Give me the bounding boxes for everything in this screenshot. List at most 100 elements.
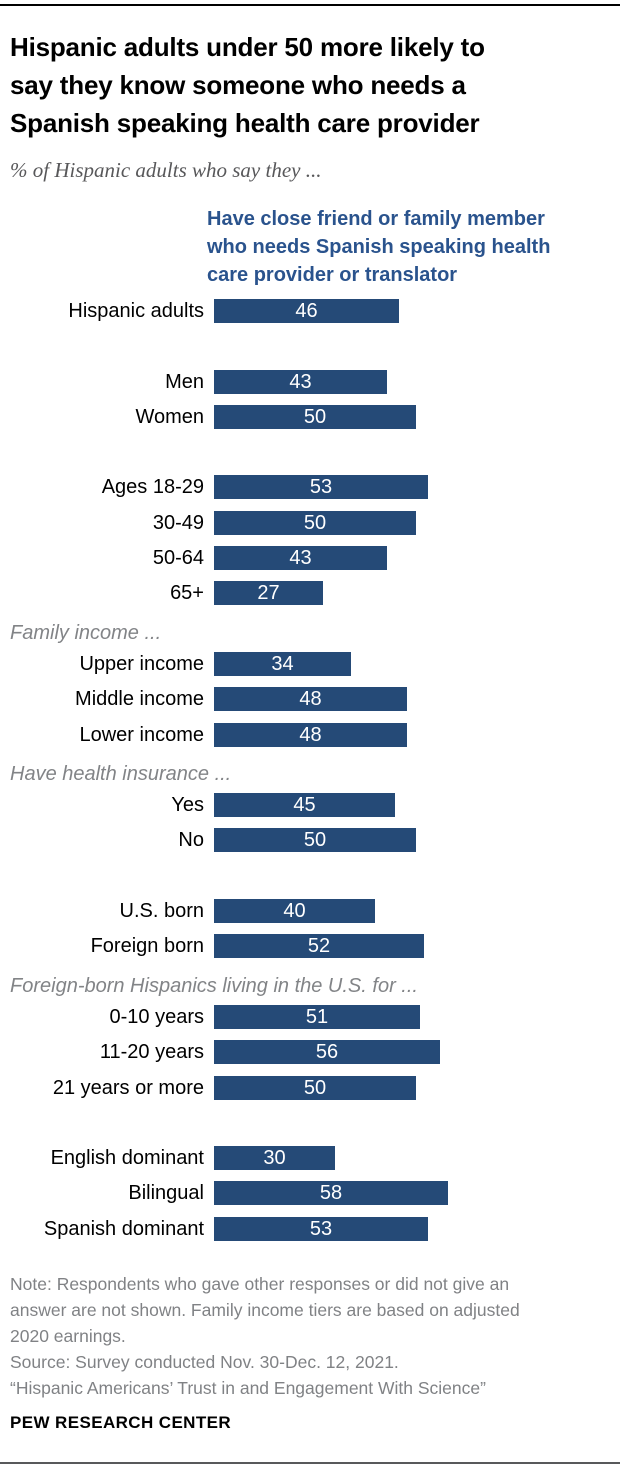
- bar-value: 52: [307, 935, 331, 958]
- bar: 46: [214, 299, 399, 323]
- bar-row: 30-49 50: [10, 510, 610, 546]
- bar-track: 56: [214, 1040, 610, 1065]
- bar-row: 0-10 years 51: [10, 1004, 610, 1040]
- title-line: Spanish speaking health care provider: [10, 108, 480, 138]
- note-line: 2020 earnings.: [10, 1326, 126, 1347]
- bar: 56: [214, 1040, 440, 1065]
- bar-track: 53: [214, 1216, 610, 1241]
- bar-row: Upper income 34: [10, 651, 610, 687]
- bar: 45: [214, 793, 395, 818]
- bar-chart: Hispanic adults 46 Men 43 Women 50 Ages 18-29 5…: [10, 299, 610, 1252]
- row-spacer: [10, 334, 610, 369]
- category-label: 21 years or more: [52, 1076, 204, 1099]
- bar: 50: [214, 510, 416, 535]
- bar-value: 53: [309, 1217, 333, 1240]
- bar-track: 34: [214, 651, 610, 676]
- bar-track: 48: [214, 687, 610, 712]
- bar-track: 27: [214, 581, 610, 606]
- bottom-rule: [0, 1462, 620, 1465]
- category-label: Men: [165, 370, 204, 393]
- bar-value: 43: [289, 547, 312, 570]
- bar-track: 51: [214, 1004, 610, 1029]
- bar-track: 50: [214, 510, 610, 535]
- row-spacer: [10, 864, 610, 899]
- bar: 58: [214, 1181, 448, 1206]
- category-label: English dominant: [50, 1147, 204, 1170]
- category-label: 30-49: [152, 511, 204, 534]
- bar: 53: [214, 1216, 428, 1241]
- bar-row: Spanish dominant 53: [10, 1216, 610, 1252]
- category-label: Upper income: [79, 652, 204, 675]
- bar-row: Middle income 48: [10, 687, 610, 722]
- bar-row: Bilingual 58: [10, 1181, 610, 1216]
- bar-value: 58: [319, 1182, 343, 1205]
- bar-track: 48: [214, 722, 610, 747]
- bar: 50: [214, 404, 416, 429]
- note-line: answer are not shown. Family income tier…: [10, 1300, 520, 1321]
- bar-row: Women 50: [10, 404, 610, 440]
- bar: 34: [214, 651, 351, 676]
- bar-value: 30: [263, 1147, 286, 1170]
- category-label: Lower income: [79, 723, 204, 746]
- category-label: Hispanic adults: [68, 300, 204, 322]
- title-line: Hispanic adults under 50 more likely to: [10, 32, 485, 62]
- bar: 40: [214, 899, 375, 924]
- bar-track: 43: [214, 369, 610, 394]
- bar-value: 46: [295, 300, 318, 322]
- bar: 53: [214, 475, 428, 500]
- series-label-line: care provider or translator: [207, 264, 458, 286]
- series-label: Have close friend or family member who n…: [207, 205, 599, 289]
- bar: 48: [214, 687, 407, 712]
- bar-row: Hispanic adults 46: [10, 299, 610, 334]
- bar-row: Ages 18-29 53: [10, 475, 610, 510]
- category-label: No: [178, 829, 204, 852]
- bar: 30: [214, 1146, 335, 1171]
- bar-track: 30: [214, 1146, 610, 1171]
- bar: 51: [214, 1004, 420, 1029]
- bar-track: 50: [214, 404, 610, 429]
- report-title-quote: “Hispanic Americans’ Trust in and Engage…: [10, 1378, 486, 1399]
- bar-value: 50: [303, 829, 327, 852]
- row-spacer: [10, 1111, 610, 1146]
- note-line: Note: Respondents who gave other respons…: [10, 1274, 510, 1295]
- bar-row: 11-20 years 56: [10, 1040, 610, 1075]
- bar-track: 52: [214, 934, 610, 959]
- bar: 48: [214, 722, 407, 747]
- bar-row: 65+ 27: [10, 581, 610, 616]
- bar: 43: [214, 546, 387, 571]
- section-header: Have health insurance ...: [10, 762, 232, 785]
- bar-value: 48: [299, 723, 322, 746]
- section-header: Family income ...: [10, 621, 162, 644]
- category-label: Foreign born: [90, 935, 204, 958]
- bar-track: 53: [214, 475, 610, 500]
- category-label: Women: [135, 405, 204, 428]
- bar-value: 50: [303, 511, 327, 534]
- category-label: Spanish dominant: [43, 1217, 204, 1240]
- top-rule: [0, 4, 620, 6]
- bar: 50: [214, 1075, 416, 1100]
- bar-track: 50: [214, 828, 610, 853]
- category-label: Bilingual: [128, 1182, 204, 1205]
- bar-value: 50: [303, 405, 327, 428]
- bar-row: 21 years or more 50: [10, 1075, 610, 1111]
- bar-value: 51: [305, 1005, 329, 1028]
- bar: 50: [214, 828, 416, 853]
- section-header: Foreign-born Hispanics living in the U.S…: [10, 974, 418, 997]
- bar-value: 45: [293, 794, 316, 817]
- bar-value: 48: [299, 688, 322, 711]
- bar-value: 56: [315, 1041, 339, 1064]
- bar-track: 50: [214, 1075, 610, 1100]
- bar-row: No 50: [10, 828, 610, 863]
- bar-row: U.S. born 40: [10, 899, 610, 934]
- bar-value: 50: [303, 1076, 327, 1099]
- category-label: U.S. born: [119, 900, 204, 923]
- category-label: 65+: [170, 582, 204, 605]
- bar-row: Men 43: [10, 369, 610, 405]
- bar-track: 40: [214, 899, 610, 924]
- chart-subtitle: % of Hispanic adults who say they ...: [10, 158, 322, 182]
- title-line: say they know someone who needs a: [10, 70, 466, 100]
- bar: 27: [214, 581, 323, 606]
- bar: 43: [214, 369, 387, 394]
- bar-row: Yes 45: [10, 793, 610, 828]
